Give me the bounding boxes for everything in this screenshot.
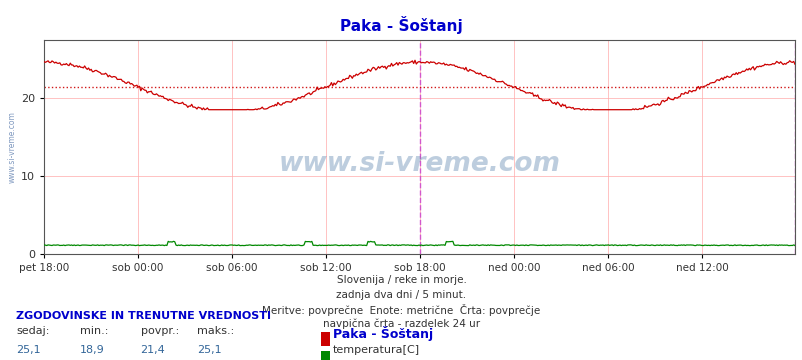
Text: www.si-vreme.com: www.si-vreme.com <box>278 151 560 177</box>
Bar <box>321 351 330 360</box>
Text: povpr.:: povpr.: <box>140 326 179 336</box>
Text: sedaj:: sedaj: <box>16 326 50 336</box>
Text: Paka - Šoštanj: Paka - Šoštanj <box>333 326 433 341</box>
Text: Paka - Šoštanj: Paka - Šoštanj <box>340 16 462 34</box>
Text: zadnja dva dni / 5 minut.: zadnja dva dni / 5 minut. <box>336 290 466 300</box>
Text: 18,9: 18,9 <box>80 345 105 355</box>
Text: www.si-vreme.com: www.si-vreme.com <box>8 111 17 183</box>
Text: temperatura[C]: temperatura[C] <box>332 345 419 355</box>
Bar <box>321 332 330 346</box>
Text: min.:: min.: <box>80 326 108 336</box>
Text: 25,1: 25,1 <box>16 345 41 355</box>
Text: navpična črta - razdelek 24 ur: navpična črta - razdelek 24 ur <box>322 319 480 329</box>
Text: 21,4: 21,4 <box>140 345 165 355</box>
Text: Meritve: povprečne  Enote: metrične  Črta: povprečje: Meritve: povprečne Enote: metrične Črta:… <box>262 304 540 316</box>
Text: maks.:: maks.: <box>196 326 233 336</box>
Text: 25,1: 25,1 <box>196 345 221 355</box>
Text: Slovenija / reke in morje.: Slovenija / reke in morje. <box>336 275 466 285</box>
Text: ZGODOVINSKE IN TRENUTNE VREDNOSTI: ZGODOVINSKE IN TRENUTNE VREDNOSTI <box>16 311 271 321</box>
